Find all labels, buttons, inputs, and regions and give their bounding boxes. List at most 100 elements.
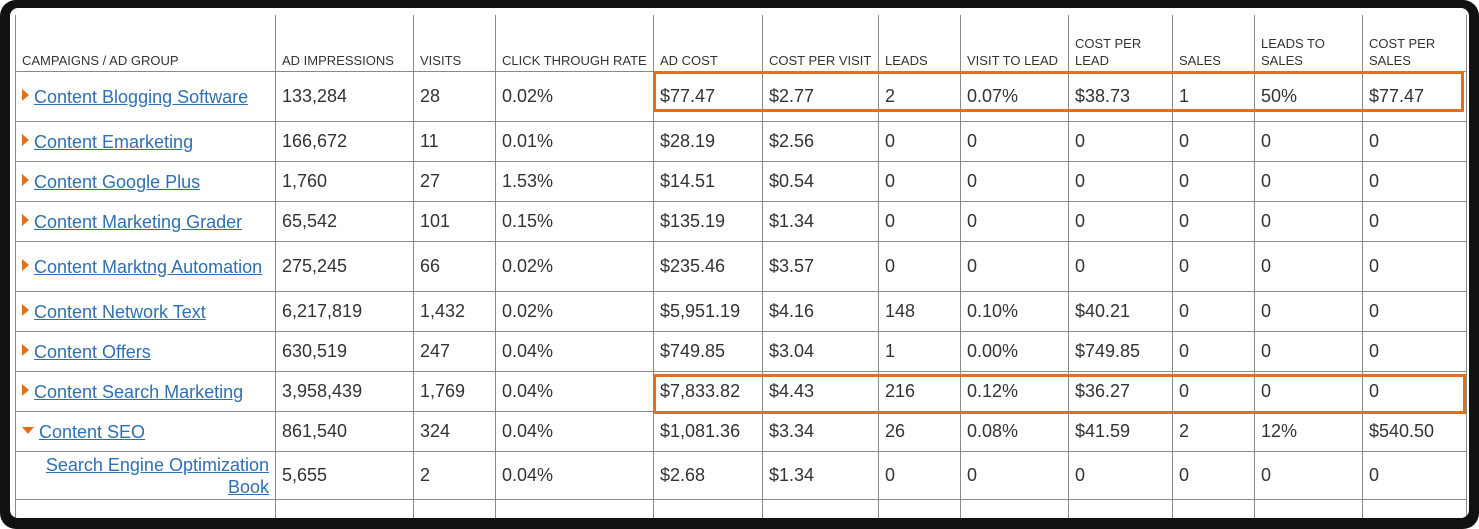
campaign-link[interactable]: Content Search Marketing [34,381,244,402]
metric-cell: $749.85 [653,331,763,372]
campaign-link[interactable]: Search Engine Optimization Book [45,454,269,497]
metric-cell: 2 [413,451,496,500]
column-header: CLICK THROUGH RATE [495,15,654,72]
metric-cell: 0 [1362,201,1467,242]
empty-cell [275,499,414,518]
metric-cell: $3.04 [762,331,879,372]
partial-row [15,499,1467,518]
expand-arrow[interactable] [22,213,29,226]
metric-cell: 0 [1362,161,1467,202]
campaign-link[interactable]: Content Offers [34,341,151,362]
metric-cell: $1.34 [762,451,879,500]
expand-arrow[interactable] [22,173,29,186]
metric-cell: 0 [960,201,1069,242]
metric-cell: 0 [878,121,961,162]
metric-cell: 0.07% [960,71,1069,122]
metric-cell: 0.12% [960,371,1069,412]
campaign-link[interactable]: Content SEO [39,421,146,442]
metric-cell: 0.04% [495,371,654,412]
metric-cell: 0.15% [495,201,654,242]
empty-cell [653,499,763,518]
expand-arrow[interactable] [22,133,29,146]
metric-cell: 0 [1254,291,1363,332]
column-header: LEADS [878,15,961,72]
metric-cell: 0.00% [960,331,1069,372]
metric-cell: $235.46 [653,241,763,292]
metric-cell: $40.21 [1068,291,1173,332]
metric-cell: 26 [878,411,961,452]
metric-cell: 0 [1172,371,1255,412]
metric-cell: $2.68 [653,451,763,500]
expand-arrow[interactable] [22,343,29,356]
column-header: COST PER SALES [1362,15,1467,72]
metric-cell: 0 [1068,201,1173,242]
expand-arrow[interactable] [22,426,34,434]
metric-cell: 0 [1172,201,1255,242]
metric-cell: $41.59 [1068,411,1173,452]
empty-cell [495,499,654,518]
campaign-cell: Content Emarketing [15,121,276,162]
campaign-link[interactable]: Content Marktng Automation [34,256,263,277]
column-header: COST PER LEAD [1068,15,1173,72]
table-row: Content Network Text 6,217,819 1,432 0.02% $… [15,291,1467,332]
empty-cell [1362,499,1467,518]
campaign-link[interactable]: Content Blogging Software [34,86,249,107]
expand-arrow[interactable] [22,88,29,101]
metric-cell: 0.08% [960,411,1069,452]
campaign-link[interactable]: Content Marketing Grader [34,211,243,232]
expand-arrow[interactable] [22,383,29,396]
campaign-link[interactable]: Content Network Text [34,301,206,322]
metric-cell: 5,655 [275,451,414,500]
metric-cell: 0 [1362,241,1467,292]
metric-cell: 11 [413,121,496,162]
metric-cell: 3,958,439 [275,371,414,412]
metric-cell: 0 [1172,241,1255,292]
metric-cell: 0 [1362,121,1467,162]
table-row: Content Google Plus 1,760 27 1.53% $14.51 $0.… [15,161,1467,202]
metric-cell: $0.54 [762,161,879,202]
metric-cell: 0.10% [960,291,1069,332]
campaign-table: CAMPAIGNS / AD GROUP AD IMPRESSIONS VISITS… [15,15,1467,518]
metric-cell: 1.53% [495,161,654,202]
metric-cell: 0.02% [495,291,654,332]
column-header: AD COST [653,15,763,72]
metric-cell: 0 [960,161,1069,202]
table-row: Content Marktng Automation 275,245 66 0.02%… [15,241,1467,292]
metric-cell: 27 [413,161,496,202]
metric-cell: 0.02% [495,241,654,292]
column-header: SALES [1172,15,1255,72]
metric-cell: 216 [878,371,961,412]
expand-arrow[interactable] [22,258,29,271]
empty-cell [1172,499,1255,518]
metric-cell: 0 [1254,241,1363,292]
campaign-cell: Content Network Text [15,291,276,332]
metric-cell: 247 [413,331,496,372]
metric-cell: 0 [1172,331,1255,372]
metric-cell: 0 [1172,291,1255,332]
metric-cell: 0 [1172,161,1255,202]
campaign-link[interactable]: Content Google Plus [34,171,201,192]
metric-cell: 1,760 [275,161,414,202]
metric-cell: 0 [878,201,961,242]
metric-cell: $135.19 [653,201,763,242]
metric-cell: 0 [1254,201,1363,242]
metric-cell: 148 [878,291,961,332]
campaign-link[interactable]: Content Emarketing [34,131,194,152]
column-header: AD IMPRESSIONS [275,15,414,72]
metric-cell: 0 [960,451,1069,500]
metric-cell: $4.43 [762,371,879,412]
table-body: Content Blogging Software 133,284 28 0.02% $… [15,71,1467,518]
metric-cell: 0 [1362,331,1467,372]
metric-cell: 0 [960,121,1069,162]
expand-arrow[interactable] [22,303,29,316]
campaign-cell: Content SEO [15,411,276,452]
empty-cell [1068,499,1173,518]
metric-cell: 2 [1172,411,1255,452]
metric-cell: 0 [1254,161,1363,202]
metric-cell: 0.01% [495,121,654,162]
metric-cell: 12% [1254,411,1363,452]
campaign-cell: Content Blogging Software [15,71,276,122]
table-row: Content Marketing Grader 65,542 101 0.15% $1… [15,201,1467,242]
metric-cell: $5,951.19 [653,291,763,332]
campaign-cell: Search Engine Optimization Book [15,451,276,500]
